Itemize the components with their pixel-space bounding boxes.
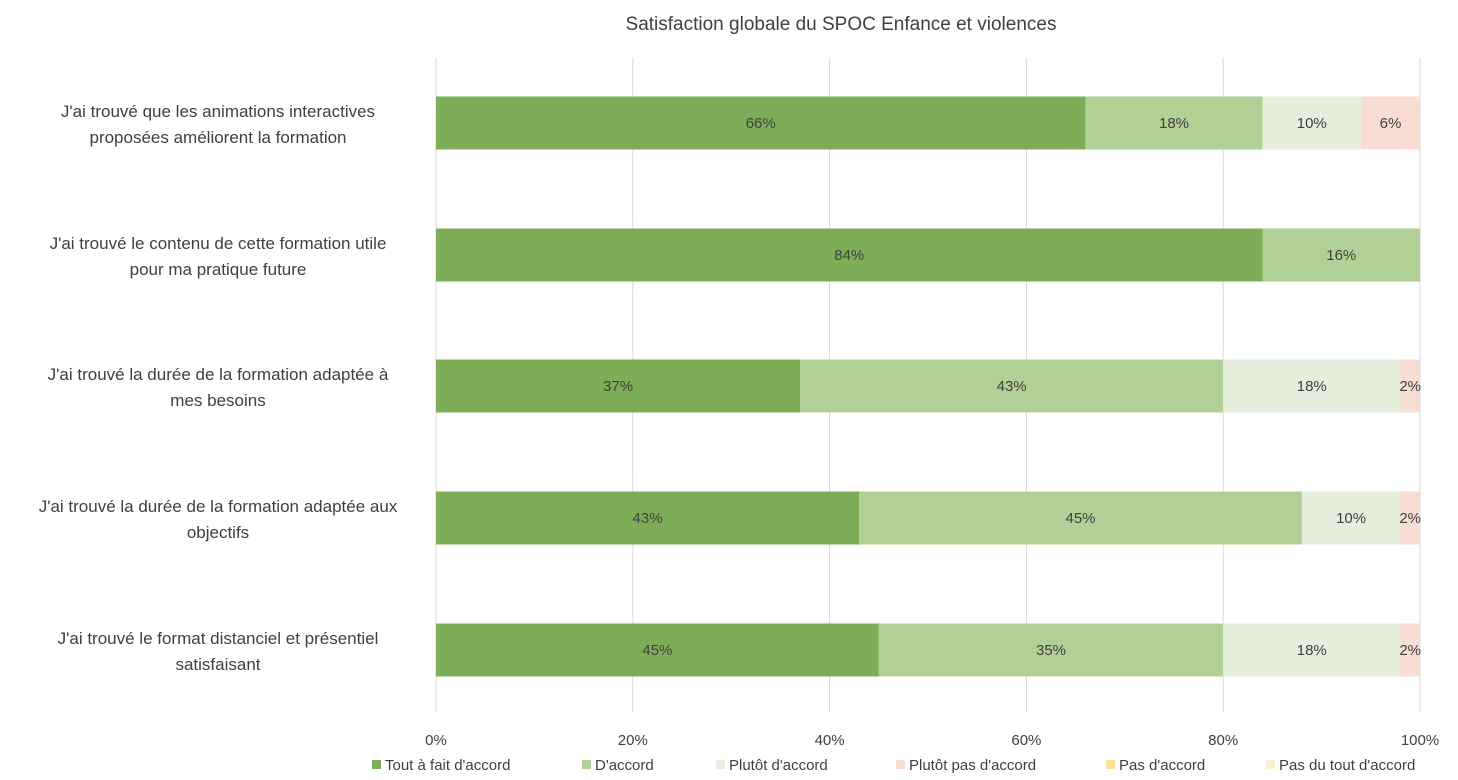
legend-swatch — [716, 760, 725, 769]
category-label-line: objectifs — [187, 523, 249, 542]
data-label: 45% — [642, 642, 672, 659]
bar-segment — [1400, 359, 1420, 413]
bar-segment — [1223, 359, 1401, 413]
legend-label: D'accord — [595, 757, 654, 774]
category-label-line: pour ma pratique future — [130, 260, 307, 279]
data-label: 43% — [633, 510, 663, 527]
category-label-line: J'ai trouvé que les animations interacti… — [61, 102, 375, 121]
legend-swatch — [1106, 760, 1115, 769]
bars — [436, 96, 1420, 677]
data-label: 6% — [1380, 115, 1402, 132]
x-tick-label: 80% — [1208, 732, 1238, 749]
bar-segment — [1223, 623, 1401, 677]
category-label-line: J'ai trouvé la durée de la formation ada… — [39, 497, 398, 516]
legend-label: Plutôt d'accord — [729, 757, 828, 774]
legend-item[interactable]: Plutôt pas d'accord — [896, 757, 1036, 774]
category-label-line: J'ai trouvé le format distanciel et prés… — [58, 629, 379, 648]
bar-segment — [436, 623, 879, 677]
data-label: 2% — [1399, 510, 1421, 527]
legend-label: Plutôt pas d'accord — [909, 757, 1036, 774]
category-label-line: mes besoins — [170, 391, 265, 410]
category-label-line: J'ai trouvé la durée de la formation ada… — [48, 365, 389, 384]
data-label: 10% — [1336, 510, 1366, 527]
legend[interactable]: Tout à fait d'accord D'accord Plutôt d'acc… — [372, 757, 1415, 774]
legend-swatch — [372, 760, 381, 769]
bar-segment — [436, 228, 1263, 282]
data-label: 84% — [834, 247, 864, 264]
data-label: 18% — [1297, 642, 1327, 659]
data-label: 18% — [1297, 378, 1327, 395]
bar-segment — [1301, 491, 1401, 545]
bar-segment — [1400, 623, 1420, 677]
data-label: 37% — [603, 378, 633, 395]
legend-label: Pas du tout d'accord — [1279, 757, 1415, 774]
data-label: 45% — [1066, 510, 1096, 527]
bar-segment — [436, 491, 860, 545]
x-tick-label: 0% — [425, 732, 447, 749]
legend-swatch — [896, 760, 905, 769]
category-label-line: satisfaisant — [175, 655, 260, 674]
legend-swatch — [1266, 760, 1275, 769]
data-labels: 66% 18% 10% 6% 84% 16% 37% 43% 18% 2% 43% 45% 10% 2% 4… — [603, 115, 1421, 659]
data-label: 35% — [1036, 642, 1066, 659]
x-tick-label: 60% — [1011, 732, 1041, 749]
bar-segment — [1085, 96, 1263, 150]
bar-segment — [859, 491, 1302, 545]
bar-segment — [800, 359, 1224, 413]
data-label: 2% — [1399, 642, 1421, 659]
category-label: J'ai trouvé la durée de la formation ada… — [39, 497, 398, 542]
category-label: J'ai trouvé le format distanciel et prés… — [58, 629, 379, 674]
data-label: 66% — [746, 115, 776, 132]
data-label: 16% — [1326, 247, 1356, 264]
legend-swatch — [582, 760, 591, 769]
legend-label: Tout à fait d'accord — [385, 757, 510, 774]
category-label-line: J'ai trouvé le contenu de cette formatio… — [50, 234, 387, 253]
x-tick-label: 100% — [1401, 732, 1439, 749]
bar-segment — [1360, 96, 1420, 150]
bar-segment — [436, 96, 1086, 150]
x-tick-label: 40% — [815, 732, 845, 749]
legend-item[interactable]: D'accord — [582, 757, 654, 774]
category-labels: J'ai trouvé que les animations interacti… — [39, 102, 398, 674]
bar-segment — [1262, 96, 1361, 150]
legend-label: Pas d'accord — [1119, 757, 1205, 774]
category-label-line: proposées améliorent la formation — [89, 128, 346, 147]
category-label: J'ai trouvé le contenu de cette formatio… — [50, 234, 387, 279]
bar-segment — [878, 623, 1224, 677]
data-label: 10% — [1297, 115, 1327, 132]
data-label: 18% — [1159, 115, 1189, 132]
data-label: 43% — [997, 378, 1027, 395]
data-label: 2% — [1399, 378, 1421, 395]
x-tick-label: 20% — [618, 732, 648, 749]
legend-item[interactable]: Pas du tout d'accord — [1266, 757, 1415, 774]
x-axis-ticks: 0% 20% 40% 60% 80% 100% — [425, 732, 1439, 749]
chart-title: Satisfaction globale du SPOC Enfance et … — [626, 14, 1057, 35]
legend-item[interactable]: Tout à fait d'accord — [372, 757, 510, 774]
category-label: J'ai trouvé que les animations interacti… — [61, 102, 375, 147]
legend-item[interactable]: Pas d'accord — [1106, 757, 1205, 774]
category-label: J'ai trouvé la durée de la formation ada… — [48, 365, 389, 410]
legend-item[interactable]: Plutôt d'accord — [716, 757, 828, 774]
bar-segment — [1400, 491, 1420, 545]
bar-segment — [436, 359, 801, 413]
bar-segment — [1262, 228, 1420, 282]
